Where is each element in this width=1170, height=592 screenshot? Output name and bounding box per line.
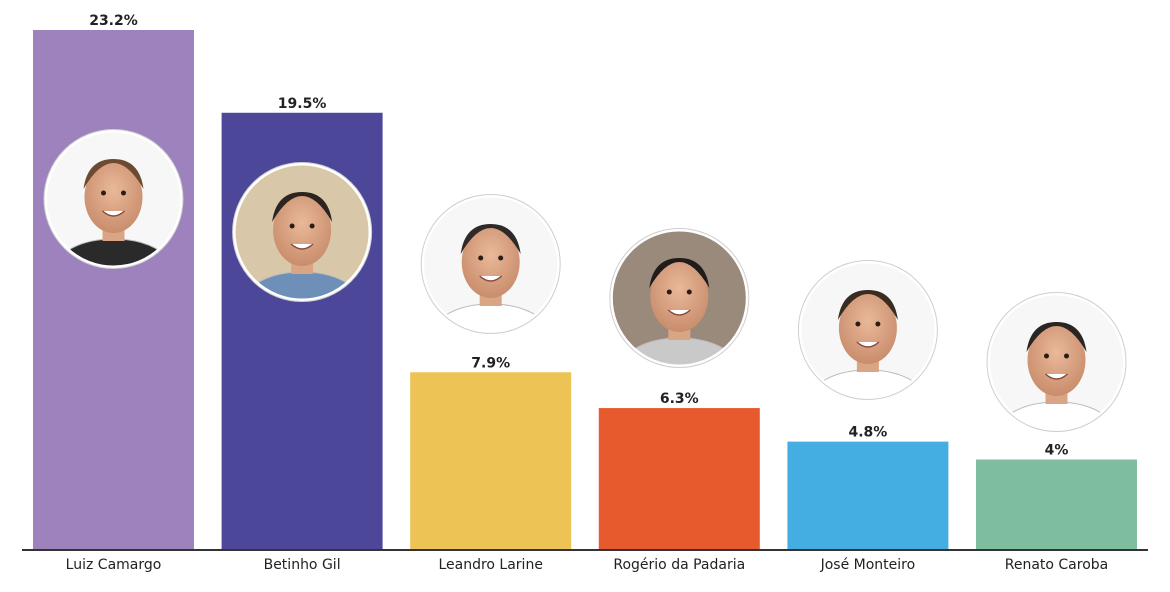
bar-1 — [33, 30, 194, 549]
category-label: José Monteiro — [820, 557, 916, 573]
category-label: Betinho Gil — [264, 557, 341, 573]
bar-value-label: 19.5% — [278, 96, 327, 112]
candidate-portrait — [43, 129, 184, 269]
candidate-portrait — [986, 292, 1127, 432]
bar-value-label: 4.8% — [848, 425, 887, 441]
category-label: Renato Caroba — [1005, 557, 1109, 573]
candidate-portrait — [609, 228, 750, 368]
category-label: Rogério da Padaria — [613, 557, 745, 573]
bar-6 — [976, 459, 1137, 549]
candidate-portrait — [232, 162, 373, 302]
bar-value-label: 6.3% — [660, 391, 699, 407]
bar-value-label: 23.2% — [89, 13, 138, 29]
bar-value-label: 7.9% — [471, 355, 510, 371]
bar-value-label: 4% — [1045, 443, 1069, 459]
bar-3 — [410, 372, 572, 549]
category-label: Luiz Camargo — [66, 557, 162, 573]
category-label: Leandro Larine — [438, 557, 542, 573]
candidate-portrait — [420, 194, 561, 334]
candidate-portrait — [797, 260, 938, 400]
bar-4 — [598, 408, 760, 549]
bar-5 — [787, 441, 949, 549]
